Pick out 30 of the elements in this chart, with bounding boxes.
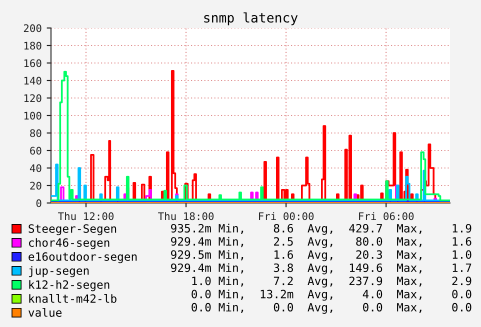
text: 935.2m Min, 8.6 Avg, 429.7 Max, 1.9 — [171, 224, 472, 235]
y-tick-label: 160 — [24, 59, 42, 68]
text: 0.0 Min, 13.2m Avg, 4.0 Max, 0.0 — [192, 290, 472, 301]
text: 1.0 Min, 7.2 Avg, 237.9 Max, 2.9 — [192, 276, 472, 288]
y-tick-label: 100 — [24, 112, 42, 120]
text: 929.4m Min, 2.5 Avg, 80.0 Max, 1.6 — [171, 236, 472, 248]
y-tick-label: 200 — [24, 24, 42, 32]
y-tick-label: 60 — [30, 146, 42, 155]
y-tick-label: 120 — [24, 94, 42, 102]
y-tick-label: 180 — [24, 42, 42, 50]
legend-label: value — [28, 308, 62, 317]
y-tick-label: 40 — [30, 164, 42, 172]
y-tick-label: 140 — [24, 76, 42, 85]
chart-title: snmp latency — [204, 12, 298, 26]
legend-label: k12-h2-segen — [29, 280, 110, 292]
x-tick-label: Fri 06:00 — [359, 212, 414, 220]
legend-label: Steeger-Segen — [28, 224, 116, 236]
x-tick-label: Thu 18:00 — [158, 212, 214, 220]
y-tick-label: 0 — [36, 199, 42, 208]
text: 929.5m Min, 1.6 Avg, 20.3 Max, 1.0 — [171, 250, 472, 262]
legend-label: e16outdoor-segen — [28, 252, 137, 264]
y-tick-label: 20 — [30, 182, 42, 190]
legend-label: knallt-m42-lb — [29, 294, 116, 303]
legend-label: chor46-segen — [29, 238, 110, 250]
text: 0.0 Min, 0.0 Avg, 0.0 Max, 0.0 — [192, 302, 472, 314]
text: 929.4m Min, 3.8 Avg, 149.6 Max, 1.7 — [171, 263, 472, 274]
y-tick-label: 80 — [30, 129, 42, 138]
legend-label: jup-segen — [28, 266, 89, 278]
x-tick-label: Fri 00:00 — [259, 212, 314, 220]
x-tick-label: Thu 12:00 — [58, 212, 114, 220]
